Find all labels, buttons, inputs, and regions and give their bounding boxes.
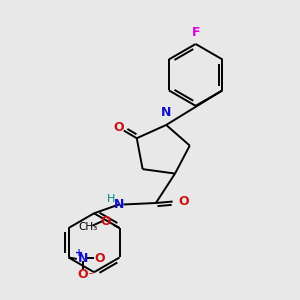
Text: F: F [191,26,200,39]
Text: ⁻: ⁻ [87,271,93,281]
Text: O: O [94,252,105,265]
Text: +: + [75,248,83,258]
Text: N: N [160,106,171,119]
Text: O: O [113,121,124,134]
Text: H: H [107,194,115,204]
Text: O: O [100,215,111,228]
Text: CH₃: CH₃ [78,222,98,233]
Text: O: O [178,195,189,208]
Text: O: O [77,268,88,281]
Text: N: N [114,198,124,211]
Text: N: N [77,252,88,265]
